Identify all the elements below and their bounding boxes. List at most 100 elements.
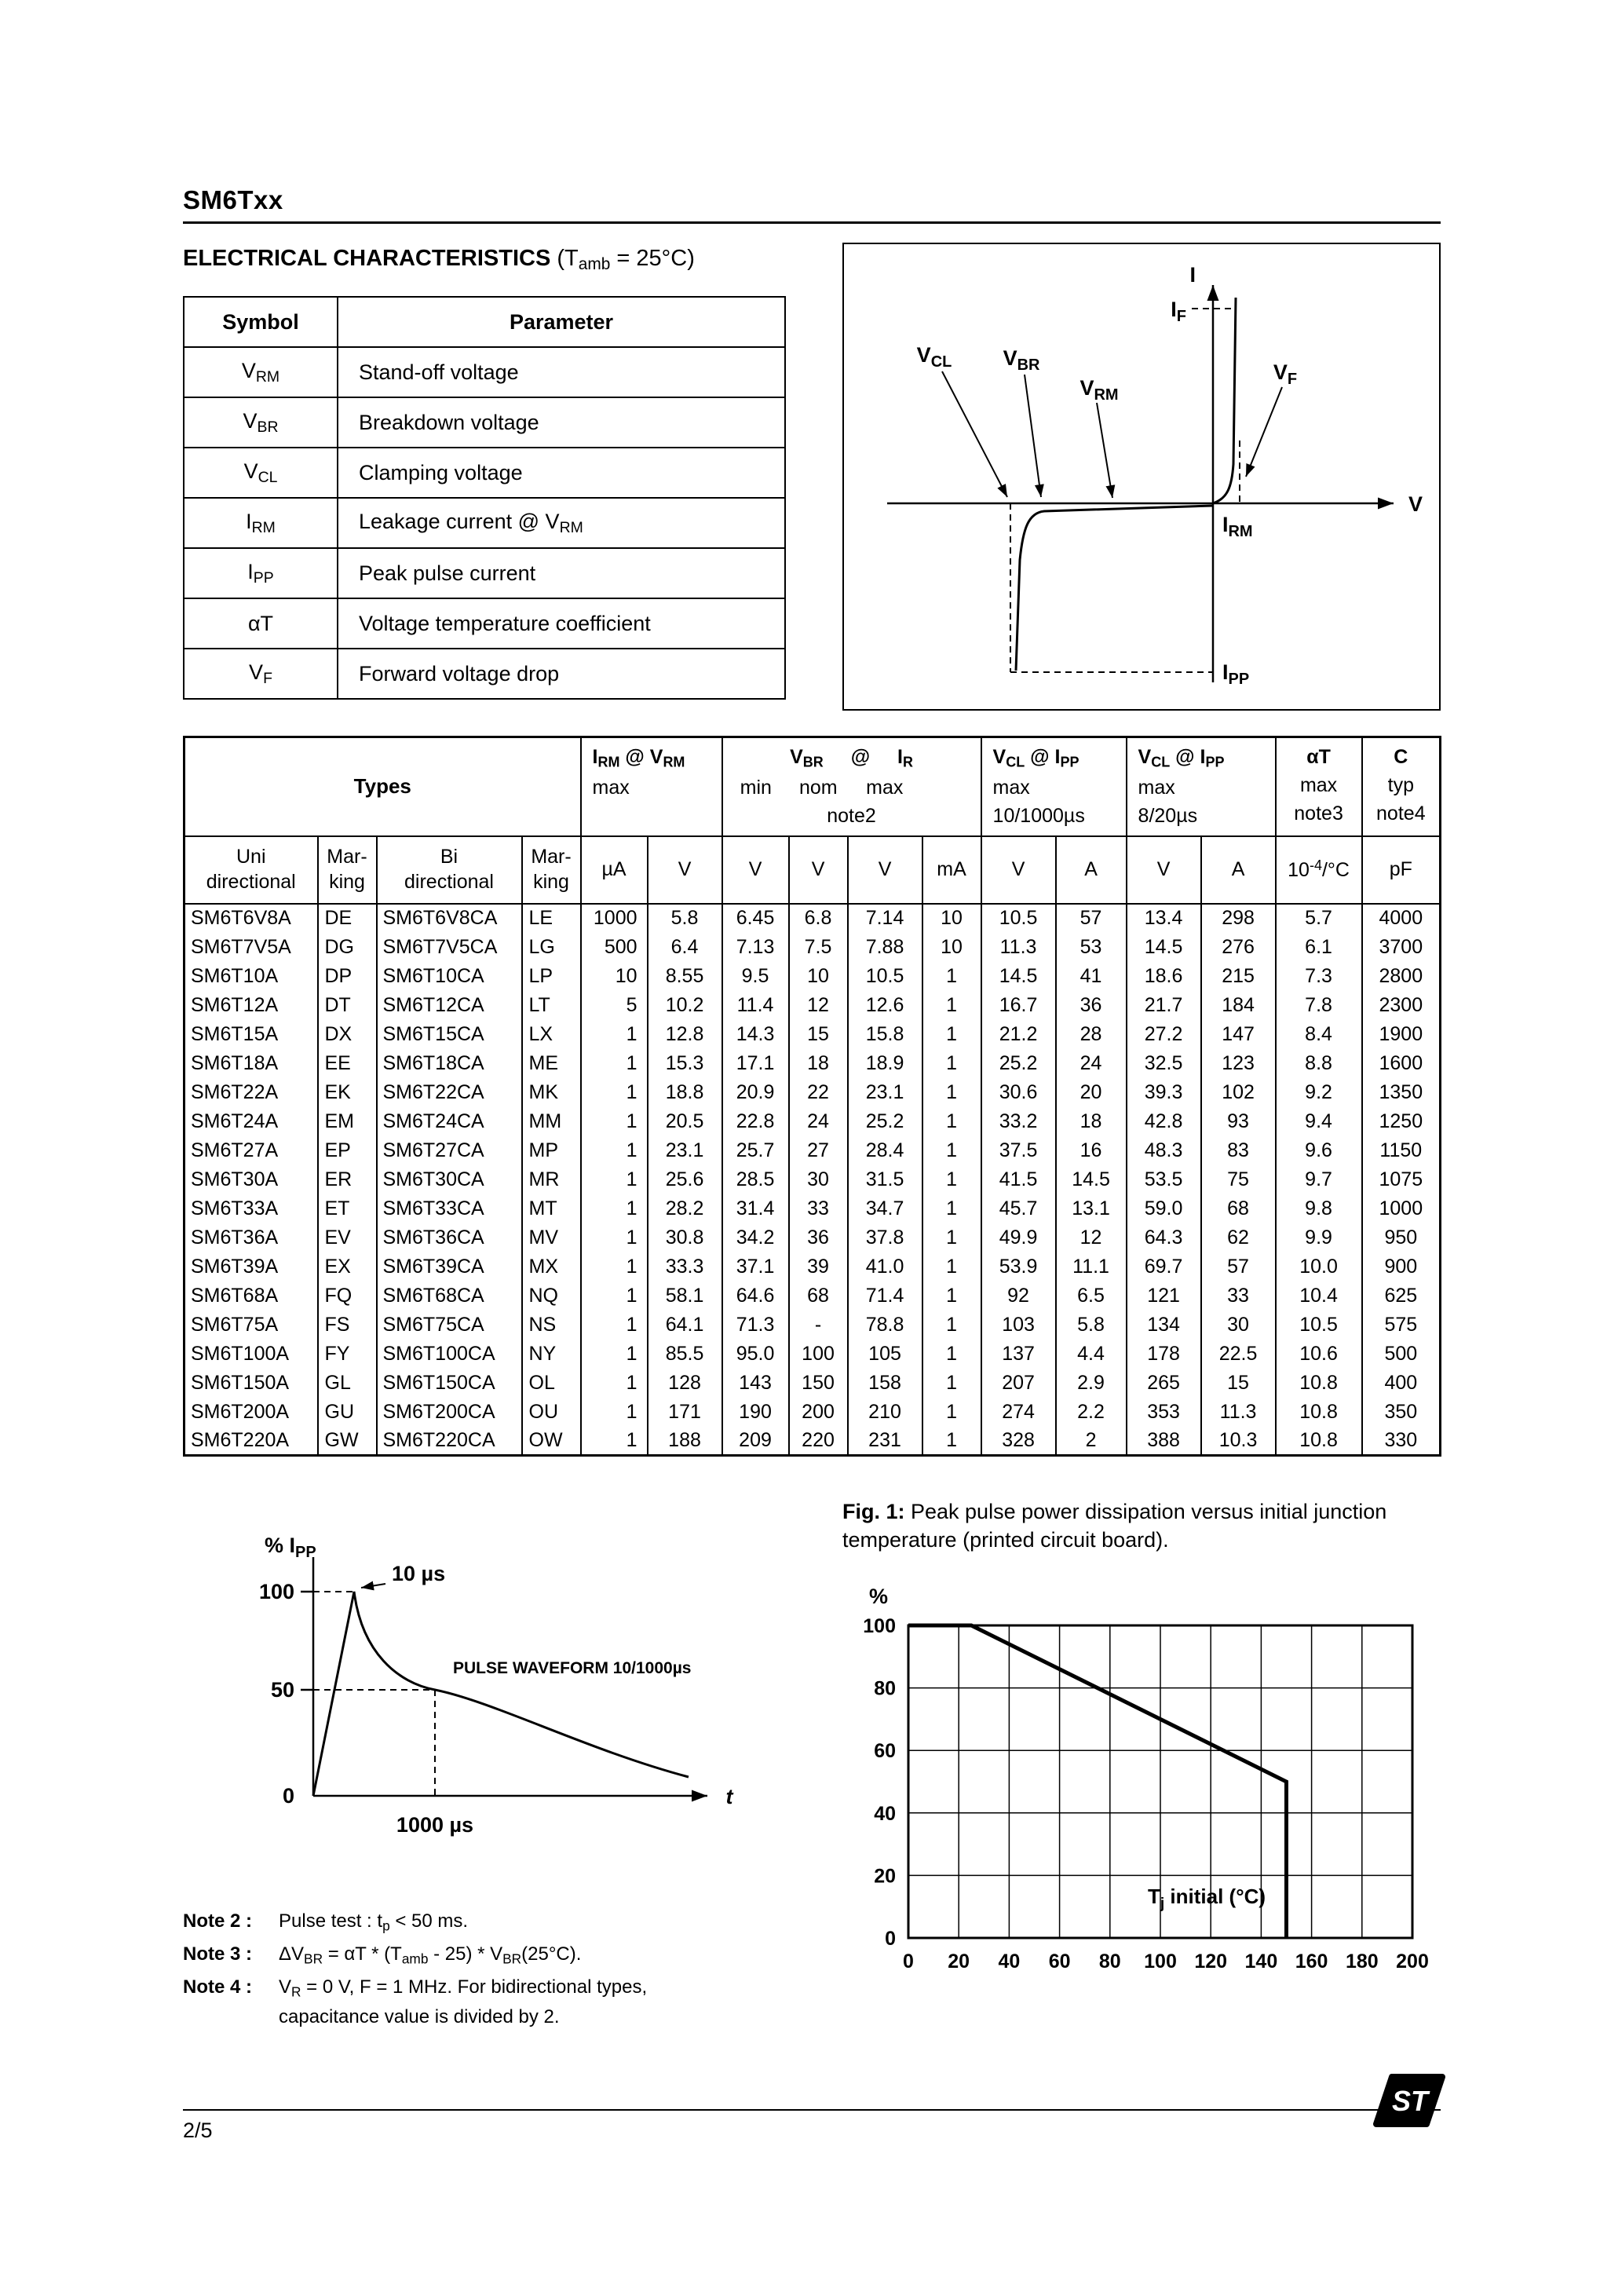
- cell: SM6T33A: [183, 1194, 319, 1223]
- cell: NY: [521, 1339, 582, 1369]
- cell: 49.9: [980, 1223, 1057, 1252]
- cell: 11.1: [1054, 1252, 1127, 1281]
- cell: 1: [579, 1164, 648, 1194]
- table-row: SM6T220A GW SM6T220CA OW 1 188 209 220 231 1 328 2 3…: [183, 1426, 1441, 1456]
- cell: EV: [316, 1223, 378, 1252]
- cell: 500: [1361, 1339, 1441, 1369]
- cell: 1: [579, 1223, 648, 1252]
- note-2-text: Pulse test : tp < 50 ms.: [279, 1910, 469, 1934]
- cell: 36: [1054, 990, 1127, 1020]
- symbol-table-row: VF Forward voltage drop: [183, 648, 786, 700]
- cell: 328: [980, 1426, 1057, 1456]
- cell: SM6T75CA: [375, 1310, 523, 1340]
- cell: 1: [921, 1135, 982, 1165]
- vbr-note-ref: note2: [827, 804, 876, 827]
- cell: OU: [521, 1397, 582, 1427]
- symbol-table-row: IPP Peak pulse current: [183, 547, 786, 600]
- cell: 188: [646, 1426, 723, 1456]
- cell: 75: [1200, 1164, 1277, 1194]
- cell: 9.2: [1274, 1077, 1363, 1107]
- tick-label-100: 100: [259, 1580, 294, 1603]
- i-axis-label: I: [1189, 263, 1196, 287]
- cell: 10.5: [1274, 1310, 1363, 1340]
- cell: 103: [980, 1310, 1057, 1340]
- cell: ER: [316, 1164, 378, 1194]
- symbol-table-header-row: Symbol Parameter: [183, 296, 786, 349]
- x-tick-label: 80: [1099, 1951, 1121, 1972]
- table-row: SM6T75A FS SM6T75CA NS 1 64.1 71.3-78.8 1 103 5.8…: [183, 1310, 1441, 1340]
- figure1-chart: 0 20 40 60 80 100 120 140 160 180 200 0 20 40 60 80 100%…: [842, 1569, 1441, 2013]
- note-4-label: Note 4 :: [183, 1976, 253, 1998]
- parameter-cell: Leakage current @ VRM: [337, 497, 786, 550]
- cell: 41.5: [980, 1164, 1057, 1194]
- cell: 121: [1125, 1281, 1202, 1311]
- cell: 123: [1200, 1048, 1277, 1078]
- cell: 30.6: [980, 1077, 1057, 1107]
- cell: 1: [579, 1048, 648, 1078]
- vf-pointer-arrow: [1245, 386, 1283, 477]
- cell: NQ: [521, 1281, 582, 1311]
- cell: 1250: [1361, 1106, 1441, 1136]
- cell: 30.8: [646, 1223, 723, 1252]
- cell: 21.2: [980, 1019, 1057, 1049]
- cell: 10: [787, 961, 849, 991]
- header-rule: [183, 221, 1441, 224]
- column-header: V: [980, 835, 1057, 905]
- cell: 20.9: [721, 1077, 790, 1107]
- table-row: SM6T24A EM SM6T24CA MM 1 20.5 22.8 24 25.2 1 33.2 1…: [183, 1106, 1441, 1136]
- cell: 15: [787, 1019, 849, 1049]
- cell: 10.8: [1274, 1397, 1363, 1427]
- vbr-nom-label: nom: [798, 776, 838, 799]
- cell: 2.9: [1054, 1368, 1127, 1398]
- cell: 10.4: [1274, 1281, 1363, 1311]
- symbol-cell: IRM: [183, 497, 338, 550]
- cell: 41: [1054, 961, 1127, 991]
- note-2: Note 2 : Pulse test : tp < 50 ms.: [183, 1907, 842, 1936]
- cell: 231: [846, 1426, 923, 1456]
- x-tick-label: 40: [998, 1951, 1020, 1972]
- irm-label: IRM: [1222, 513, 1253, 540]
- pulse-ylabel: % IPP: [265, 1535, 316, 1561]
- cell: 10: [921, 903, 982, 933]
- cell: ME: [521, 1048, 582, 1078]
- st-logo-text: ST: [1392, 2085, 1430, 2117]
- cell: SM6T24A: [183, 1106, 319, 1136]
- peak-pointer-arrow: [360, 1581, 386, 1591]
- cell: GL: [316, 1368, 378, 1398]
- cell: 37.8: [846, 1223, 923, 1252]
- cell: 1: [921, 1077, 982, 1107]
- cell: 10.8: [1274, 1426, 1363, 1456]
- cell: 1150: [1361, 1135, 1441, 1165]
- table-row: SM6T27A EP SM6T27CA MP 1 23.1 25.7 27 28.4 1 37.5 1…: [183, 1135, 1441, 1165]
- figure1-caption-text: Peak pulse power dissipation versus init…: [842, 1500, 1387, 1552]
- cell: GU: [316, 1397, 378, 1427]
- table-row: SM6T68A FQ SM6T68CA NQ 1 58.1 64.6 68 71.4 1 92 6.5…: [183, 1281, 1441, 1311]
- cell: SM6T33CA: [375, 1194, 523, 1223]
- cell: 64.3: [1125, 1223, 1202, 1252]
- cell: EM: [316, 1106, 378, 1136]
- cell: 209: [721, 1426, 790, 1456]
- section-title: ELECTRICAL CHARACTERISTICS (Tamb = 25°C): [183, 246, 786, 274]
- cell: 215: [1200, 961, 1277, 991]
- cell: 102: [1200, 1077, 1277, 1107]
- cell: 71.3: [721, 1310, 790, 1340]
- cell: 1: [921, 1310, 982, 1340]
- cell: 210: [846, 1397, 923, 1427]
- cell: SM6T6V8A: [183, 903, 319, 933]
- x-tick-label: 200: [1396, 1951, 1429, 1972]
- cell: MK: [521, 1077, 582, 1107]
- cell: 134: [1125, 1310, 1202, 1340]
- vrm-label: VRM: [1080, 376, 1118, 404]
- cell: 22.8: [721, 1106, 790, 1136]
- ipp-label: IPP: [1222, 660, 1249, 688]
- column-header: A: [1054, 835, 1127, 905]
- cell: SM6T220CA: [375, 1426, 523, 1456]
- cell: 39: [787, 1252, 849, 1281]
- cell: 28.4: [846, 1135, 923, 1165]
- fig1-xlabel: Tj initial (°C): [1148, 1885, 1266, 1912]
- cell: 6.1: [1274, 932, 1363, 962]
- cell: 1000: [1361, 1194, 1441, 1223]
- symbol-table-row: VBR Breakdown voltage: [183, 397, 786, 449]
- parameter-cell: Stand-off voltage: [337, 346, 786, 399]
- cell: 33.2: [980, 1106, 1057, 1136]
